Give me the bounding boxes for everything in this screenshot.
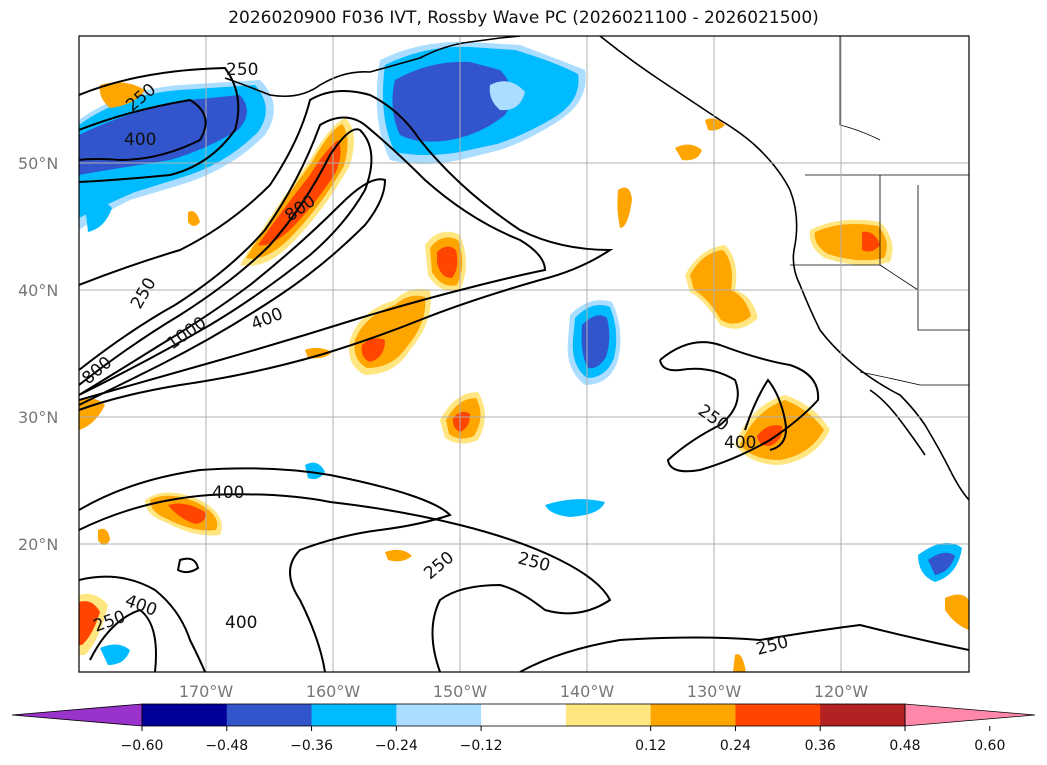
anomaly-shading bbox=[79, 41, 969, 672]
positive-anomaly-c2-strong bbox=[437, 246, 458, 278]
ivt-contour-250-nw bbox=[79, 66, 240, 183]
colorbar-tick-label: 0.24 bbox=[720, 738, 751, 754]
lat-label-20: 20°N bbox=[18, 535, 58, 554]
ivt-contour-subtrop-250 bbox=[79, 493, 612, 672]
colorbar-tick-label: −0.12 bbox=[460, 738, 503, 754]
negative-anomaly-small-3 bbox=[100, 644, 130, 665]
map-frame bbox=[78, 35, 970, 673]
negative-anomaly-small-2 bbox=[305, 462, 325, 480]
colorbar-tick-label: 0.12 bbox=[635, 738, 666, 754]
ivt-contour-subtrop-400 bbox=[79, 467, 452, 672]
ivt-contour-jet-400 bbox=[79, 116, 547, 401]
colorbar-tick-label: 0.60 bbox=[974, 738, 1005, 754]
positive-anomaly-w1-strong bbox=[168, 503, 206, 524]
contour-label-14: 400 bbox=[225, 613, 257, 633]
colorbar-tick-label: −0.24 bbox=[375, 738, 418, 754]
positive-anomaly-c1-strong bbox=[361, 338, 385, 362]
ivt-contour-east-400 bbox=[744, 378, 787, 451]
colorbar-tick-label: 0.48 bbox=[889, 738, 920, 754]
positive-anomaly-small-1 bbox=[617, 187, 632, 228]
coastlines bbox=[224, 36, 969, 501]
lon-label-140: 140°W bbox=[560, 682, 615, 701]
positive-anomaly-w-edge bbox=[79, 398, 105, 430]
ivt-contour-east-250 bbox=[659, 341, 820, 473]
colorbar-bin bbox=[311, 704, 397, 726]
border-us-mexico bbox=[859, 371, 969, 386]
colorbar-bin bbox=[650, 704, 736, 726]
colorbar-bin bbox=[565, 704, 652, 726]
positive-anomaly-small-5 bbox=[945, 594, 969, 630]
lon-label-120: 120°W bbox=[814, 682, 869, 701]
ivt-contour-jet-outer bbox=[79, 90, 614, 411]
colorbar-bin bbox=[820, 704, 906, 726]
ivt-contour-sw-400 bbox=[79, 575, 206, 672]
ivt-contour-jet-800 bbox=[79, 128, 373, 396]
lon-label-130: 130°W bbox=[687, 682, 742, 701]
positive-anomaly-small-8 bbox=[98, 528, 110, 545]
colorbar-under-extension bbox=[11, 703, 143, 727]
negative-anomaly-center-deep bbox=[581, 315, 610, 369]
positive-anomaly-band-strong bbox=[258, 140, 341, 246]
map-content: 250 250 400 800 250 1000 800 400 400 250… bbox=[79, 36, 969, 672]
positive-anomaly-small-3 bbox=[305, 347, 332, 359]
positive-anomaly-e2-strong bbox=[757, 425, 783, 446]
contour-label-16: 400 bbox=[724, 433, 756, 453]
negative-anomaly-nw-small bbox=[85, 200, 112, 232]
longitude-labels: 170°W 160°W 150°W 140°W 130°W 120°W bbox=[179, 682, 869, 701]
coastline-baja bbox=[869, 389, 926, 456]
ivt-contour-sw-small bbox=[176, 557, 200, 574]
lon-label-160: 160°W bbox=[306, 682, 361, 701]
colorbar-bin bbox=[735, 704, 821, 726]
colorbar-bin bbox=[226, 704, 313, 726]
contour-label-9: 400 bbox=[212, 483, 244, 503]
colorbar-over-extension bbox=[904, 703, 1036, 727]
lat-label-30: 30°N bbox=[18, 408, 58, 427]
lat-label-40: 40°N bbox=[18, 281, 58, 300]
border-states bbox=[790, 175, 969, 331]
border-ak-canada bbox=[839, 36, 881, 141]
negative-anomaly-se-deep bbox=[928, 552, 955, 575]
colorbar: −0.60 −0.48 −0.36 −0.24 −0.12 0.12 0.24 0.36 0.4… bbox=[11, 703, 1036, 754]
negative-anomaly-small-1 bbox=[545, 499, 605, 517]
coastline-north-america bbox=[599, 36, 969, 501]
ivt-contours bbox=[79, 66, 969, 672]
coastline-alaska bbox=[224, 36, 521, 98]
ivt-contour-labels: 250 250 400 800 250 1000 800 400 400 250… bbox=[79, 60, 791, 660]
colorbar-bin bbox=[396, 704, 482, 726]
ivt-contour-sw-250 bbox=[89, 608, 157, 672]
lat-label-50: 50°N bbox=[18, 154, 58, 173]
positive-anomaly-e3-strong bbox=[862, 231, 880, 252]
positive-anomaly-small-10 bbox=[705, 118, 725, 131]
positive-anomaly-small-4 bbox=[99, 82, 145, 108]
contour-label-1: 250 bbox=[226, 60, 258, 80]
contour-label-3: 400 bbox=[124, 130, 156, 150]
colorbar-frame bbox=[141, 703, 906, 727]
colorbar-tick-label: 0.36 bbox=[805, 738, 836, 754]
negative-anomaly-north-deep bbox=[392, 61, 512, 142]
ivt-contour-jet-1000 bbox=[79, 178, 387, 406]
colorbar-tick-label: −0.36 bbox=[290, 738, 333, 754]
colorbar-bin bbox=[142, 704, 228, 726]
positive-anomaly-sw-strong bbox=[79, 601, 100, 645]
ivt-contour-400-nw bbox=[79, 98, 207, 162]
positive-anomaly-small-6 bbox=[385, 549, 412, 562]
colorbar-tick-label: −0.48 bbox=[205, 738, 248, 754]
positive-anomaly-small-7 bbox=[188, 211, 200, 226]
political-borders bbox=[790, 36, 969, 386]
positive-anomaly-small-2 bbox=[675, 144, 702, 161]
positive-anomaly-small-9 bbox=[733, 654, 746, 672]
negative-anomaly-north-hole bbox=[489, 81, 525, 111]
colorbar-tick-label: −0.60 bbox=[121, 738, 164, 754]
latitude-labels: 50°N 40°N 30°N 20°N bbox=[18, 154, 58, 554]
positive-anomaly-e1-mid bbox=[690, 250, 751, 324]
colorbar-bin bbox=[481, 704, 567, 726]
ivt-contour-south-250 bbox=[519, 623, 969, 672]
lon-label-170: 170°W bbox=[179, 682, 234, 701]
lon-label-150: 150°W bbox=[433, 682, 488, 701]
plot-title: 2026020900 F036 IVT, Rossby Wave PC (202… bbox=[228, 8, 819, 28]
